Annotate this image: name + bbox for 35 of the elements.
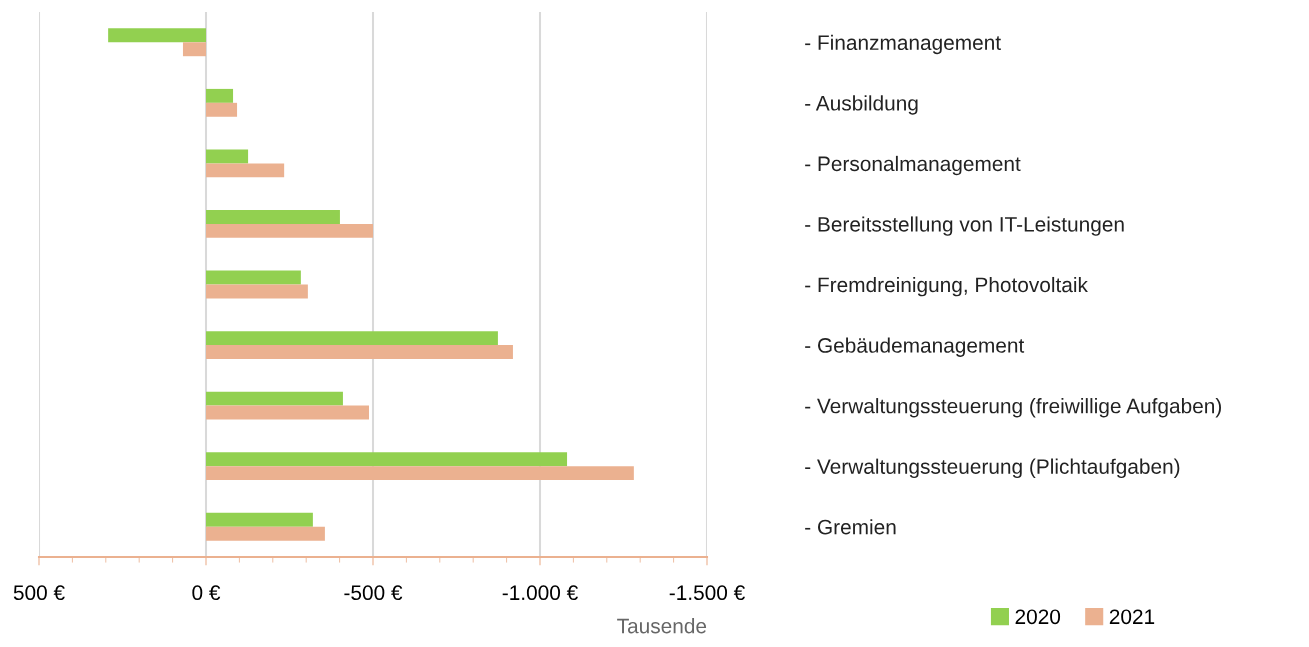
bar [206, 210, 340, 224]
legend-label: 2020 [1015, 609, 1061, 625]
bar [206, 88, 234, 103]
x-tick-label: -500 € [344, 585, 403, 601]
bar [206, 391, 343, 406]
bar [206, 526, 325, 541]
x-axis-title: Tausende [617, 618, 707, 634]
bar [206, 223, 373, 238]
y-tick-label: - Gremien [805, 519, 896, 535]
bar [206, 452, 568, 467]
y-tick-label: - Verwaltungssteuerung (freiwillige Aufgaben) [805, 398, 1221, 418]
bar [182, 42, 206, 57]
bar [206, 345, 513, 359]
bar [206, 102, 238, 117]
y-tick-label: - Ausbildung [805, 95, 918, 115]
bar [206, 331, 498, 346]
y-tick-label: - Finanzmanagement [805, 34, 1001, 55]
legend-label: 2021 [1109, 609, 1155, 625]
y-tick-label: - Personalmanagement [805, 155, 1021, 176]
y-tick-label: - Verwaltungssteuerung (Plichtaufgaben) [805, 458, 1180, 479]
bar [206, 163, 285, 178]
bar [206, 284, 308, 299]
x-tick-label: -1.000 € [502, 585, 578, 601]
x-tick-label: 500 € [13, 585, 65, 601]
y-tick-label: - Bereitsstellung von IT-Leistungen [805, 216, 1124, 236]
bar [108, 28, 206, 43]
x-tick-label: -1.500 € [669, 585, 745, 601]
bar [206, 466, 634, 481]
bar [206, 405, 369, 420]
bar [206, 512, 313, 527]
bar [206, 270, 301, 285]
y-tick-label: - Gebäudemanagement [805, 337, 1025, 357]
bar [206, 149, 249, 164]
y-tick-label: - Fremdreinigung, Photovoltaik [805, 276, 1088, 297]
x-tick-label: 0 € [192, 585, 221, 601]
